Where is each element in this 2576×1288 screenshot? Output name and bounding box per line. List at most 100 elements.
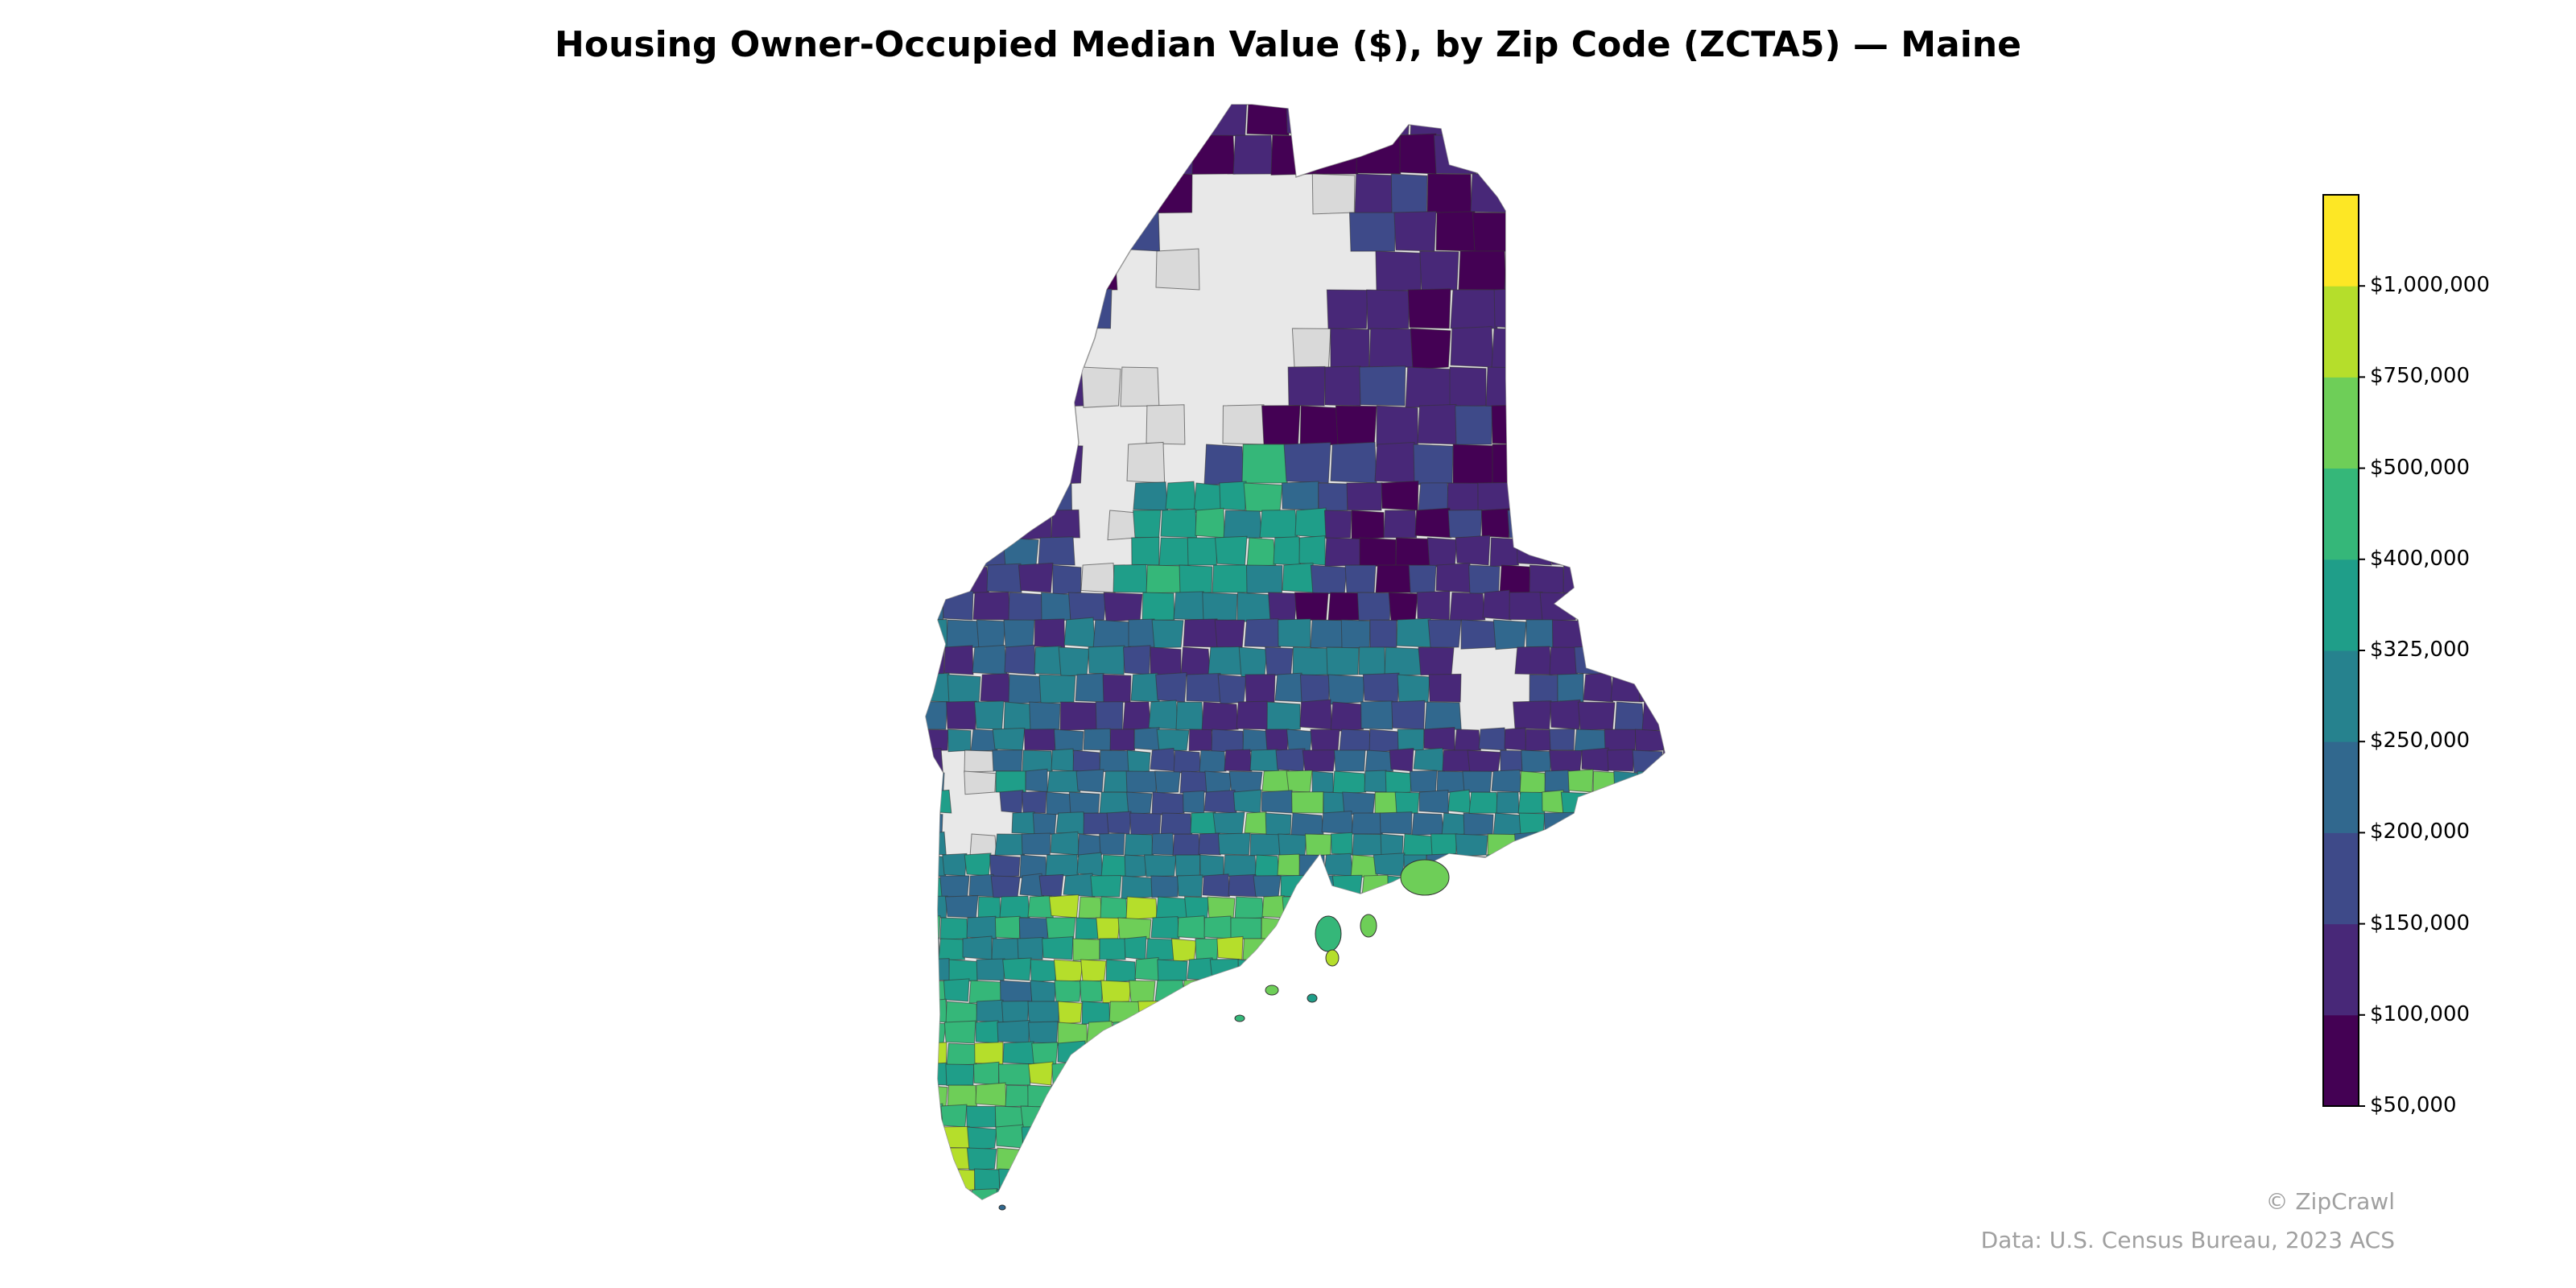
- zcta-polygon: [1399, 133, 1437, 175]
- colorbar-segment: [2323, 195, 2359, 287]
- zcta-polygon: [1325, 105, 1373, 138]
- zcta-polygon: [1003, 105, 1048, 136]
- zcta-polygon: [1174, 1063, 1207, 1086]
- zcta-polygon: [1282, 481, 1319, 511]
- zcta-polygon: [943, 1020, 976, 1044]
- zcta-polygon: [939, 917, 968, 940]
- zcta-polygon: [1634, 938, 1665, 961]
- zcta-polygon: [1402, 1126, 1427, 1150]
- zcta-polygon: [1027, 1084, 1054, 1108]
- island-polygon: [1265, 985, 1279, 996]
- zcta-polygon: [1512, 212, 1560, 253]
- zcta-polygon: [950, 510, 984, 539]
- zcta-polygon: [1356, 592, 1392, 621]
- zcta-polygon: [1184, 896, 1210, 919]
- zcta-polygon: [1539, 1063, 1573, 1086]
- zcta-polygon: [1416, 590, 1451, 621]
- zcta-polygon: [1337, 1063, 1362, 1088]
- zcta-polygon: [1059, 701, 1098, 731]
- zcta-polygon: [1299, 1084, 1328, 1108]
- zcta-polygon: [1294, 507, 1328, 539]
- zcta-polygon: [1283, 442, 1331, 484]
- zcta-polygon: [1151, 134, 1195, 176]
- zcta-polygon: [1662, 749, 1665, 774]
- zcta-polygon: [1034, 405, 1075, 448]
- zcta-polygon: [1629, 645, 1663, 675]
- zcta-polygon: [1447, 509, 1483, 539]
- zcta-polygon: [1275, 748, 1306, 772]
- colorbar-segment: [2323, 832, 2359, 925]
- zcta-polygon: [1082, 1126, 1117, 1149]
- zcta-polygon: [1126, 441, 1166, 484]
- zcta-polygon: [962, 105, 1005, 136]
- zcta-polygon: [1344, 1041, 1374, 1065]
- zcta-polygon: [1425, 1147, 1459, 1170]
- zcta-polygon: [1491, 328, 1532, 369]
- zcta-polygon: [1470, 1063, 1500, 1086]
- zcta-polygon: [1427, 619, 1462, 648]
- zcta-polygon: [1078, 896, 1103, 919]
- zcta-polygon: [926, 441, 957, 484]
- zcta-polygon: [1261, 405, 1301, 445]
- zcta-polygon: [1291, 791, 1324, 814]
- zcta-polygon: [1574, 645, 1605, 675]
- zcta-polygon: [1080, 366, 1121, 408]
- zcta-polygon: [1130, 1147, 1154, 1170]
- zcta-polygon: [1283, 1105, 1316, 1129]
- zcta-polygon: [1575, 482, 1612, 513]
- zcta-polygon: [976, 619, 1006, 650]
- zcta-polygon: [1604, 729, 1637, 751]
- zcta-polygon: [1642, 537, 1665, 566]
- zcta-polygon: [1274, 672, 1305, 703]
- zcta-polygon: [926, 646, 945, 676]
- zcta-polygon: [1095, 701, 1124, 730]
- zcta-polygon: [1621, 173, 1665, 213]
- zcta-polygon: [1629, 564, 1657, 595]
- zcta-polygon: [939, 1189, 972, 1199]
- zcta-polygon: [1583, 1001, 1608, 1025]
- zcta-polygon: [1588, 854, 1616, 877]
- zcta-polygon: [1374, 791, 1397, 814]
- zcta-polygon: [1338, 1000, 1364, 1023]
- zcta-polygon: [1476, 1105, 1502, 1128]
- zcta-polygon: [1568, 328, 1609, 369]
- zcta-polygon: [1105, 1083, 1135, 1107]
- zcta-polygon: [938, 938, 965, 961]
- zcta-polygon: [980, 510, 1018, 539]
- zcta-polygon: [1041, 592, 1071, 623]
- zcta-polygon: [1585, 832, 1613, 856]
- zcta-polygon: [1447, 789, 1472, 814]
- zcta-polygon: [1290, 1022, 1315, 1045]
- zcta-polygon: [1361, 874, 1390, 898]
- zcta-polygon: [1028, 1021, 1059, 1044]
- zcta-polygon: [1609, 1042, 1639, 1067]
- zcta-polygon: [1209, 1146, 1241, 1170]
- zcta-polygon: [1149, 1063, 1175, 1087]
- zcta-polygon: [1653, 959, 1665, 981]
- zcta-polygon: [1356, 134, 1402, 175]
- data-source: Data: U.S. Census Bureau, 2023 ACS: [1980, 1227, 2395, 1253]
- zcta-polygon: [1480, 508, 1510, 539]
- zcta-polygon: [1450, 326, 1494, 368]
- zcta-polygon: [1383, 510, 1418, 539]
- zcta-polygon: [1151, 791, 1185, 816]
- zcta-polygon: [1265, 959, 1290, 984]
- zcta-polygon: [1063, 873, 1096, 898]
- zcta-polygon: [1491, 769, 1522, 793]
- zcta-polygon: [926, 701, 948, 730]
- zcta-polygon: [1552, 1001, 1584, 1023]
- zcta-polygon: [1330, 328, 1370, 369]
- zcta-polygon: [1414, 1021, 1441, 1044]
- zcta-polygon: [1020, 1147, 1051, 1170]
- zcta-polygon: [1210, 1189, 1245, 1199]
- zcta-polygon: [1083, 812, 1109, 835]
- zcta-polygon: [1454, 729, 1481, 752]
- zcta-polygon: [1075, 917, 1100, 940]
- zcta-polygon: [1418, 646, 1455, 676]
- zcta-polygon: [1299, 674, 1331, 704]
- zcta-polygon: [1492, 619, 1527, 650]
- zcta-polygon: [1551, 619, 1586, 650]
- zcta-polygon: [1583, 672, 1614, 703]
- zcta-polygon: [1216, 935, 1244, 960]
- zcta-polygon: [1089, 105, 1129, 138]
